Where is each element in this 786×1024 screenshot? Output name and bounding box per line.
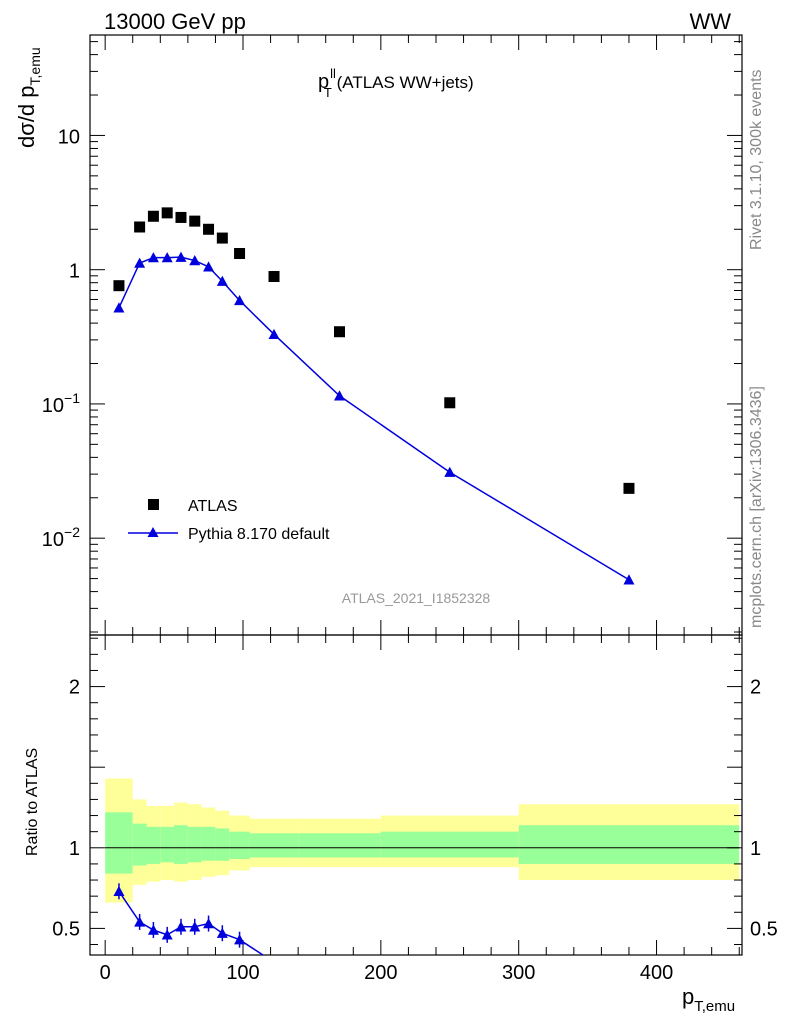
pythia-point <box>134 257 146 268</box>
main-y-tick-label: 1 <box>69 261 80 283</box>
atlas-point <box>216 232 228 244</box>
main-title-sub: T <box>324 85 332 100</box>
main-y-tick-label-base: 10 <box>42 395 64 417</box>
atlas-point <box>113 280 125 292</box>
ratio-marks <box>113 883 265 955</box>
legend-pythia-marker <box>147 527 159 537</box>
x-tick-label: 0 <box>100 962 111 984</box>
plot-frames <box>89 34 743 956</box>
ratio-pythia-point <box>161 929 173 940</box>
atlas-point <box>234 247 246 259</box>
pythia-point <box>234 294 246 306</box>
band-inner-bin <box>132 823 147 866</box>
legend-atlas-label: ATLAS <box>188 498 238 515</box>
atlas-point <box>147 210 159 222</box>
ratio-pythia-point <box>234 934 246 945</box>
main-title-sup: ll <box>330 66 336 81</box>
pythia-point <box>203 261 215 272</box>
ratio-pythia-line <box>118 890 265 955</box>
ratio-panel-frame <box>89 634 743 956</box>
ratio-y-tick-label-right: 1 <box>750 838 761 860</box>
atlas-point <box>175 211 187 223</box>
x-axis-label-text: p <box>682 984 694 1009</box>
x-tick-label: 400 <box>640 962 673 984</box>
ratio-uncertainty-bands <box>105 778 740 903</box>
main-title: pll T (ATLAS WW+jets) <box>318 66 474 100</box>
band-inner-bin <box>249 833 299 858</box>
pythia-point <box>113 302 125 313</box>
atlas-point <box>134 221 146 233</box>
band-inner-bin <box>160 826 175 863</box>
ratio-pythia-point <box>134 916 146 927</box>
atlas-point <box>189 215 201 227</box>
band-inner-bin <box>380 831 519 858</box>
band-inner-bin <box>229 831 250 860</box>
band-inner-bin <box>215 828 230 861</box>
pythia-point <box>147 252 159 263</box>
legend-pythia-label: Pythia 8.170 default <box>188 526 330 543</box>
ratio-y-tick-label-right: 2 <box>750 677 761 699</box>
mcplots-side-label: mcplots.cern.ch [arXiv:1306.3436] <box>748 386 765 628</box>
pythia-point <box>216 275 228 286</box>
pythia-point <box>268 328 280 339</box>
band-inner-bin <box>146 826 161 864</box>
band-inner-bin <box>105 812 133 874</box>
ratio-pythia-point <box>113 885 125 896</box>
data-marks <box>113 207 635 955</box>
ratio-pythia-point <box>216 927 228 938</box>
x-tick-label: 100 <box>226 962 259 984</box>
main-ylabel-text: dσ/d p <box>14 85 39 148</box>
rivet-side-label: Rivet 3.1.10, 300k events <box>748 69 765 250</box>
ratio-pythia-point <box>203 918 215 929</box>
ratio-y-tick-label: 2 <box>69 677 80 699</box>
main-title-p: p <box>318 71 329 93</box>
ratio-y-tick-label: 1 <box>69 838 80 860</box>
ratio-ylabel: Ratio to ATLAS <box>24 748 41 856</box>
main-y-tick-label-base: 10 <box>42 529 64 551</box>
ratio-pythia-point <box>189 921 201 932</box>
main-title-rest: (ATLAS WW+jets) <box>332 73 474 92</box>
legend-atlas-marker <box>148 499 159 510</box>
header-left: 13000 GeV pp <box>104 9 246 34</box>
pythia-point <box>444 466 456 477</box>
band-inner-bin <box>174 825 188 864</box>
main-ylabel-sub: T,emu <box>27 47 43 85</box>
band-inner-bin <box>518 825 740 864</box>
main-y-tick-label-exp: −1 <box>64 390 80 406</box>
ratio-pythia-point <box>147 924 159 935</box>
pythia-point <box>333 390 345 401</box>
ratio-y-tick-label: 0.5 <box>52 918 80 940</box>
main-y-tick-label-exp: −2 <box>64 524 80 540</box>
atlas-point <box>161 207 173 219</box>
main-y-tick-label: 10−1 <box>42 390 80 417</box>
ratio-pythia-point <box>175 921 187 932</box>
atlas-point <box>333 326 345 338</box>
pythia-point <box>161 252 173 263</box>
band-inner-bin <box>187 826 202 863</box>
band-inner-bin <box>298 833 381 858</box>
pythia-point <box>175 251 187 262</box>
x-tick-label: 200 <box>364 962 397 984</box>
main-y-tick-label: 10−2 <box>42 524 80 551</box>
header-right: WW <box>689 9 731 34</box>
main-ylabel: dσ/d pT,emu <box>14 47 43 148</box>
main-panel-frame <box>89 34 743 636</box>
pythia-point <box>189 255 201 266</box>
atlas-point <box>203 223 215 235</box>
atlas-point <box>623 482 635 494</box>
x-axis-label-sub: T,emu <box>694 998 735 1015</box>
atlas-point <box>444 397 456 409</box>
ratio-y-tick-label-right: 0.5 <box>750 918 778 940</box>
atlas-point <box>268 270 280 282</box>
main-y-tick-label: 10 <box>58 126 80 148</box>
pythia-point <box>623 574 635 585</box>
band-inner-bin <box>201 826 216 861</box>
x-axis-label: pT,emu <box>682 984 735 1015</box>
analysis-id-watermark: ATLAS_2021_I1852328 <box>342 590 491 606</box>
x-tick-label: 300 <box>502 962 535 984</box>
legend: ATLAS Pythia 8.170 default <box>128 498 330 543</box>
